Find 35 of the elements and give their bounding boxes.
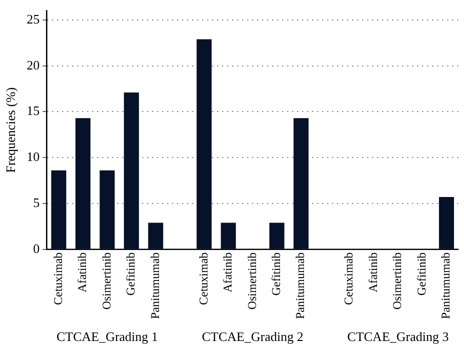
y-tick-label: 20	[26, 57, 40, 72]
bar	[196, 39, 212, 249]
x-tick-label: Osimertinib	[99, 252, 114, 310]
x-tick-label: Cetuximab	[196, 252, 210, 306]
x-tick-label: Gefitinib	[414, 252, 428, 296]
y-axis-title: Frequencies (%)	[3, 87, 18, 173]
x-tick-label: Osimertinib	[390, 252, 404, 310]
x-tick-label: Afatinib	[366, 252, 380, 292]
x-tick-label: Panitumumab	[438, 252, 453, 320]
y-tick-label: 5	[33, 194, 40, 210]
bar	[51, 170, 66, 249]
bar	[269, 222, 284, 249]
x-tick-label: Gefitinib	[124, 252, 138, 296]
bar	[220, 222, 236, 249]
y-tick-label: 10	[26, 149, 40, 164]
x-tick-label: Panitumumab	[148, 252, 162, 320]
x-tick-label: Cetuximab	[50, 252, 65, 306]
bar	[124, 92, 139, 249]
x-tick-label: Afatinib	[75, 252, 90, 292]
x-tick-label: Osimertinib	[244, 252, 259, 310]
text: CTCAE_Grading 2	[202, 328, 304, 344]
bar	[294, 118, 309, 249]
x-tick-label: Cetuximab	[342, 252, 356, 306]
x-tick-label: Gefitinib	[268, 252, 283, 296]
x-tick-label: Panitumumab	[293, 252, 308, 320]
bar	[438, 197, 454, 249]
bar	[100, 170, 115, 249]
x-tick-label: Afatinib	[220, 252, 235, 292]
y-tick-label: 0	[33, 240, 40, 256]
bar	[148, 222, 164, 249]
text: CTCAE_Grading 3	[347, 328, 449, 344]
y-tick-label: 15	[26, 103, 40, 118]
text: CTCAE_Grading 1	[56, 328, 158, 344]
bar	[75, 118, 90, 249]
y-tick-label: 25	[26, 11, 40, 26]
